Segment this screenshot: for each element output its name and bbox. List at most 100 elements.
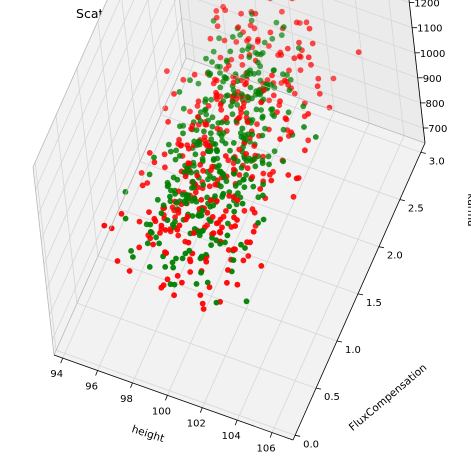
data-point [185,239,192,246]
gridline-z-back [333,0,413,29]
data-point [235,190,241,197]
data-point [309,40,316,47]
data-point [210,230,217,237]
data-point [217,70,223,76]
data-point [216,35,223,42]
data-point [285,172,292,178]
data-point [244,93,251,100]
pane-edge [185,57,426,144]
data-point [242,245,248,251]
data-point [150,241,157,248]
data-point [187,258,194,265]
data-point [146,171,153,178]
data-point [170,264,177,271]
data-point [244,72,251,79]
data-point [261,39,268,46]
z-tick-label: 900 [423,74,442,85]
data-point [235,115,242,122]
data-point [224,92,231,99]
gridline-x-floor [271,135,405,433]
data-point [239,125,246,132]
data-point [236,146,243,153]
data-point [233,39,240,45]
data-point [240,176,247,183]
data-point [252,10,259,17]
data-point [213,7,220,14]
gridline-y-floor [97,255,338,342]
y-tick-mark [420,152,426,154]
data-point [207,130,214,137]
data-point [230,166,237,173]
x-axis-line [53,354,294,441]
data-point [161,151,168,158]
data-point [193,127,200,133]
data-point [266,161,272,168]
data-point [210,175,217,182]
data-point [175,207,182,213]
data-point [169,259,176,266]
data-point [179,279,185,286]
data-point [171,292,178,299]
data-point [158,210,165,217]
data-point [212,181,219,188]
data-point [203,111,210,118]
data-point [253,106,260,113]
pane-edge [179,0,187,59]
data-point [151,159,158,166]
data-point [207,197,214,204]
data-point [238,91,245,97]
data-point [278,32,285,38]
data-point [195,98,202,105]
data-point [260,181,266,188]
data-point [209,234,215,241]
data-point [195,80,202,87]
y-tick-mark [336,340,343,343]
data-point [254,51,261,57]
data-point [308,61,314,68]
data-point [232,223,239,229]
data-point [297,67,304,73]
data-point [184,213,191,220]
data-point [180,76,187,83]
data-point [280,158,287,165]
data-point [179,191,186,198]
data-point [251,70,257,77]
data-point [217,54,224,61]
data-point [238,53,245,60]
data-point [247,138,253,145]
data-point [157,230,163,236]
y-tick-mark [357,293,364,296]
data-point [248,158,255,164]
data-point [355,49,362,56]
data-point [295,45,302,51]
data-point [234,101,241,108]
data-point [260,170,267,177]
data-point [203,121,210,128]
gridline-z-left [49,17,182,316]
data-point [188,169,195,176]
data-point [244,165,251,172]
x-tick-mark [95,370,98,376]
data-point [232,246,238,253]
data-point [198,269,204,276]
data-point [271,67,277,73]
data-point [183,168,190,175]
data-point [244,119,251,125]
data-point [293,19,300,26]
data-point [174,272,181,279]
data-point [232,183,239,189]
data-point [118,210,125,217]
gridline-y-left [121,0,141,162]
data-point [261,87,267,94]
data-point [209,59,215,65]
data-point [218,132,225,139]
data-point [168,187,174,194]
z-tick-label: 1100 [417,24,442,35]
gridline-x-back [388,0,405,136]
data-point [235,24,242,31]
data-point [146,264,153,270]
data-point [201,134,208,141]
data-point [284,45,291,52]
data-point [269,72,275,79]
y-tick-label: 2.5 [408,204,424,215]
